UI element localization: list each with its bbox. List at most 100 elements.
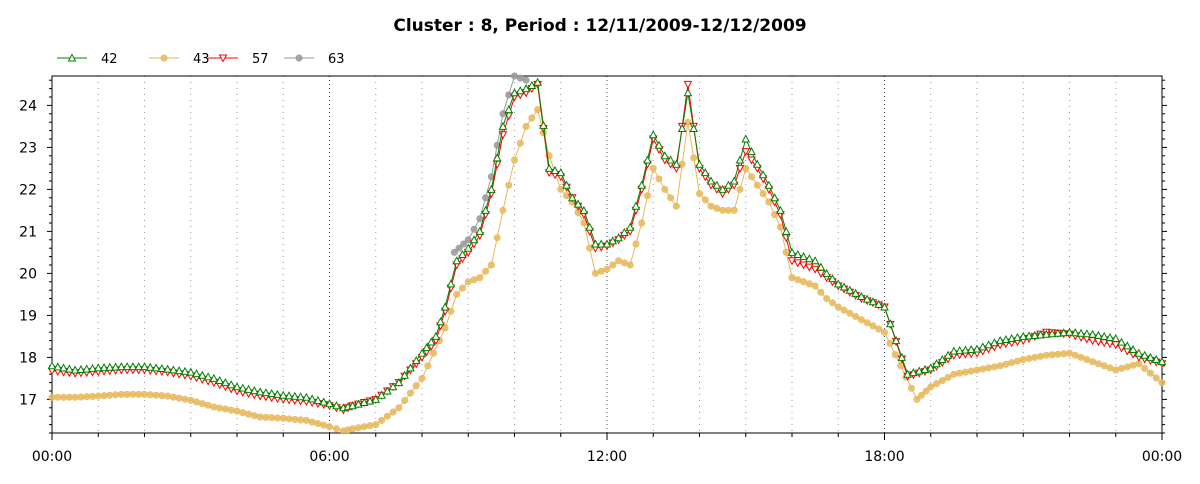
data-point-43	[152, 391, 160, 399]
data-point-43	[907, 384, 915, 392]
y-tick-label: 20	[19, 266, 37, 282]
data-point-43	[875, 325, 883, 333]
data-point-43	[557, 185, 565, 193]
data-point-42	[406, 363, 415, 372]
data-point-43	[591, 269, 599, 277]
data-point-42	[949, 346, 959, 355]
data-point-43	[441, 324, 449, 332]
data-point-42	[677, 123, 687, 132]
data-point-43	[649, 164, 657, 172]
data-point-43	[1031, 353, 1039, 361]
data-point-42	[504, 105, 514, 114]
data-point-43	[891, 351, 899, 359]
y-axis: 17 18 19 20 21 22 23 24	[19, 79, 1167, 434]
data-point-43	[1013, 357, 1021, 365]
data-point-42	[932, 359, 941, 368]
data-point-42	[140, 362, 149, 371]
data-point-43	[354, 424, 362, 432]
data-point-42	[1117, 337, 1126, 346]
data-point-42	[781, 226, 791, 235]
data-point-42	[1105, 332, 1115, 341]
data-point-43	[701, 196, 709, 204]
data-point-57	[741, 148, 751, 157]
data-point-43	[325, 423, 333, 431]
data-point-42	[648, 130, 658, 139]
data-point-43	[135, 390, 143, 398]
data-point-42	[99, 363, 109, 372]
data-point-42	[955, 346, 964, 355]
data-point-42	[267, 388, 277, 398]
data-point-43	[383, 412, 391, 420]
data-point-63	[482, 194, 490, 202]
data-point-43	[372, 421, 380, 429]
data-point-42	[550, 165, 560, 174]
data-point-43	[690, 154, 698, 162]
data-point-42	[643, 155, 652, 164]
data-point-42	[332, 401, 341, 410]
data-point-43	[1077, 353, 1085, 361]
data-point-42	[833, 279, 843, 288]
data-point-43	[759, 190, 767, 198]
data-point-42	[851, 288, 860, 297]
data-point-42	[226, 380, 236, 389]
data-point-43	[811, 282, 819, 290]
data-point-42	[431, 331, 441, 340]
data-point-43	[239, 409, 247, 417]
data-point-43	[193, 398, 201, 406]
data-point-43	[661, 185, 669, 193]
data-point-42	[411, 355, 421, 365]
data-point-43	[401, 396, 409, 404]
data-point-42	[145, 362, 155, 371]
data-point-42	[475, 226, 485, 235]
data-point-43	[406, 389, 414, 397]
legend-label: 43	[193, 52, 210, 67]
data-point-42	[1042, 329, 1051, 338]
data-point-43	[534, 106, 542, 114]
data-point-43	[655, 175, 663, 183]
data-point-43	[279, 414, 287, 422]
data-point-43	[100, 392, 108, 400]
data-point-43	[1008, 359, 1016, 367]
data-point-43	[487, 261, 495, 269]
data-point-43	[129, 390, 137, 398]
data-point-42	[799, 252, 808, 261]
data-point-43	[985, 364, 993, 372]
data-point-42	[469, 235, 479, 244]
data-point-43	[60, 393, 68, 401]
data-point-42	[654, 140, 664, 149]
data-point-43	[724, 206, 732, 214]
data-point-42	[65, 364, 74, 373]
data-point-42	[458, 249, 467, 258]
data-point-43	[458, 284, 466, 292]
data-point-42	[122, 362, 132, 371]
data-point-43	[834, 303, 842, 311]
data-point-43	[695, 190, 703, 198]
data-point-42	[816, 262, 826, 271]
data-point-42	[481, 205, 490, 214]
data-point-42	[735, 155, 745, 164]
data-point-42	[596, 239, 606, 248]
data-point-63	[476, 215, 484, 223]
data-point-42	[70, 365, 80, 374]
grid	[97, 76, 1117, 433]
data-point-43	[216, 404, 224, 412]
data-point-42	[59, 363, 68, 372]
data-point-42	[255, 387, 265, 396]
series-line-63	[454, 75, 527, 253]
data-point-43	[106, 391, 114, 399]
data-point-43	[395, 404, 403, 412]
data-point-43	[956, 369, 964, 377]
data-point-42	[695, 159, 704, 168]
data-point-43	[430, 349, 438, 357]
data-point-43	[175, 394, 183, 402]
data-point-43	[1071, 351, 1079, 359]
data-point-42	[556, 168, 566, 177]
data-point-43	[771, 211, 779, 219]
data-point-42	[88, 363, 97, 372]
data-point-43	[852, 312, 860, 320]
data-point-43	[944, 373, 952, 381]
data-point-42	[591, 239, 600, 248]
x-tick-label: 12:00	[587, 449, 627, 465]
data-point-42	[1151, 354, 1161, 363]
